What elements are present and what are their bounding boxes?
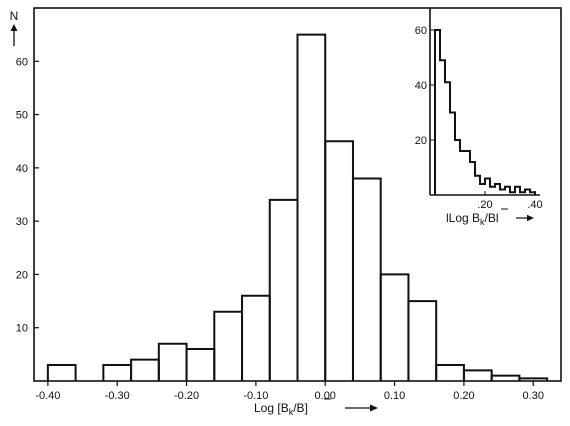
- main-x-tick-label: -0.20: [174, 390, 199, 402]
- main-axis-ticks: -0.40 -0.30 -0.20 -0.10 0.00 0.10 0.20 0.30 10 20…: [16, 56, 544, 402]
- main-x-tick-label: -0.10: [243, 390, 268, 402]
- inset-axis-ticks: .20 .40 20 40 60: [415, 25, 543, 211]
- main-histogram-bin: [185, 348, 216, 381]
- inset-histogram: [434, 29, 536, 195]
- main-y-tick-label: 60: [16, 56, 28, 68]
- main-histogram-bin: [241, 294, 271, 381]
- main-y-tick-label: 30: [16, 216, 28, 228]
- main-y-tick-label: 20: [16, 269, 28, 281]
- main-x-tick-label: -0.30: [105, 390, 130, 402]
- main-y-tick-label: 50: [16, 110, 28, 122]
- x-axis-arrow-icon: [345, 404, 378, 412]
- inset-x-tick-label: .20: [477, 199, 492, 211]
- main-histogram-bin: [379, 273, 410, 381]
- main-x-tick-label: -0.40: [35, 390, 60, 402]
- inset-x-axis-arrow-icon: [516, 214, 534, 222]
- main-x-axis-label: Log [Bk/B]: [254, 401, 308, 417]
- main-histogram-bin: [462, 369, 493, 381]
- main-histogram-bin: [213, 310, 244, 381]
- main-y-axis-label: N: [10, 9, 19, 23]
- main-histogram-bin: [130, 358, 160, 381]
- y-axis-arrow-icon: [10, 24, 18, 46]
- main-y-tick-label: 10: [16, 323, 28, 335]
- main-histogram-bin: [407, 300, 438, 381]
- main-x-tick-label: 0.10: [384, 390, 405, 402]
- main-histogram-bin: [157, 342, 188, 381]
- main-histogram-bin: [518, 377, 549, 381]
- inset-histogram-outline: [434, 29, 536, 195]
- main-histogram-bin: [324, 140, 354, 381]
- main-histogram-bin: [46, 364, 77, 381]
- main-histogram: [46, 33, 549, 381]
- inset-x-axis-label: lLog Bk/Bl: [446, 211, 499, 227]
- main-x-tick-label: 0.30: [523, 390, 544, 402]
- inset-y-tick-label: 40: [415, 80, 427, 92]
- main-histogram-bin: [351, 177, 382, 381]
- inset-y-tick-label: 20: [415, 135, 427, 147]
- main-histogram-bin: [102, 364, 133, 381]
- inset-x-tick-label: .40: [527, 199, 542, 211]
- main-histogram-bin: [435, 364, 465, 381]
- main-histogram-bin: [296, 33, 327, 381]
- main-y-tick-label: 40: [16, 163, 28, 175]
- main-histogram-bin: [268, 198, 299, 381]
- main-x-tick-label: 0.00: [315, 390, 336, 402]
- inset-y-tick-label: 60: [415, 25, 427, 37]
- main-x-tick-label: 0.20: [453, 390, 474, 402]
